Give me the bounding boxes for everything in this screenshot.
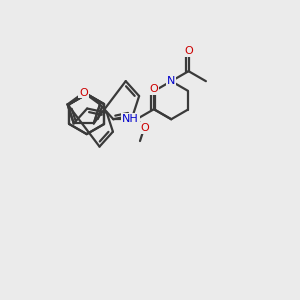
Text: N: N xyxy=(167,76,176,86)
Text: O: O xyxy=(184,46,193,56)
Text: O: O xyxy=(80,88,88,98)
Text: NH: NH xyxy=(122,114,139,124)
Text: O: O xyxy=(149,84,158,94)
Text: O: O xyxy=(140,123,149,133)
